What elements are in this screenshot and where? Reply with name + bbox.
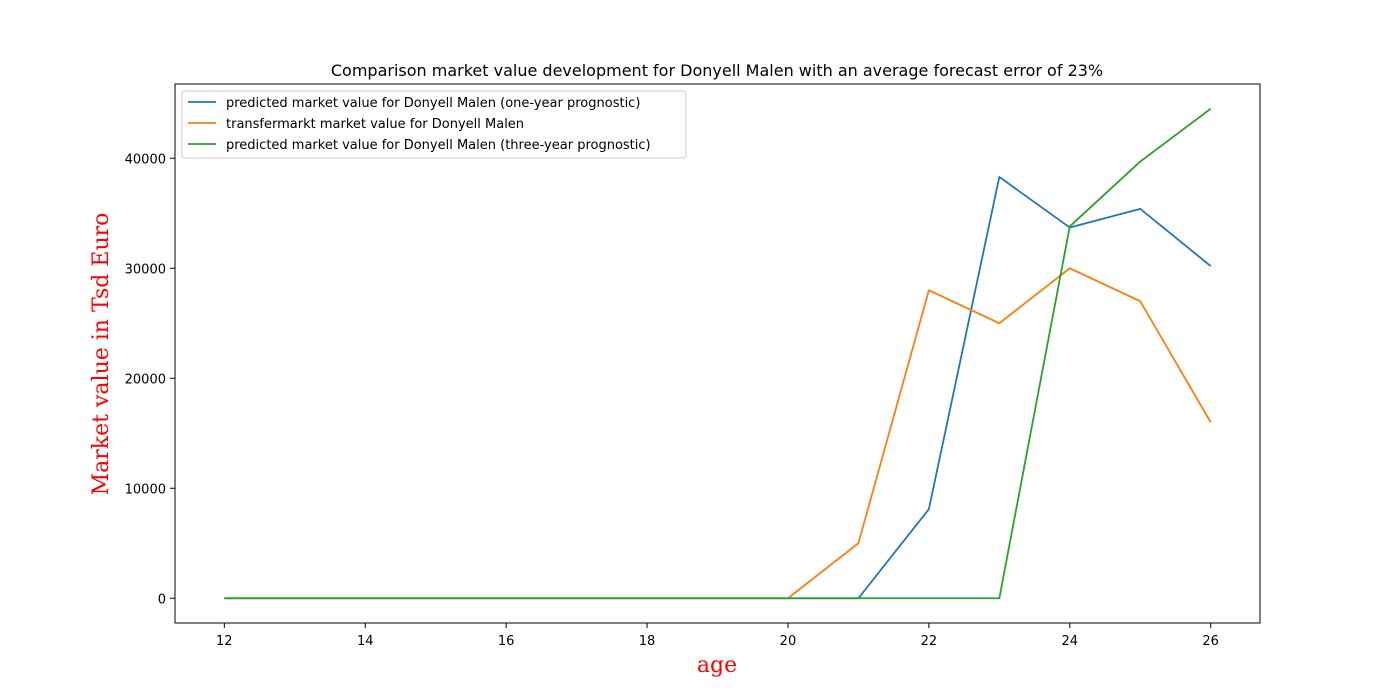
- x-tick-label: 12: [216, 634, 233, 649]
- x-tick-label: 14: [357, 634, 374, 649]
- series-line-1: [224, 176, 1212, 600]
- x-tick-label: 22: [921, 634, 938, 649]
- plot-area: [174, 83, 1261, 624]
- legend-label-1: predicted market value for Donyell Malen…: [226, 96, 640, 111]
- y-axis-ticks: 0 10000 20000 30000 40000: [125, 152, 175, 607]
- legend-label-2: transfermarkt market value for Donyell M…: [226, 117, 524, 132]
- x-tick-label: 26: [1202, 634, 1219, 649]
- y-tick-label: 10000: [125, 482, 166, 497]
- chart-title: Comparison market value development for …: [331, 61, 1103, 80]
- legend-box: [181, 90, 687, 159]
- legend-label-3: predicted market value for Donyell Malen…: [226, 138, 651, 153]
- x-tick-label: 16: [498, 634, 515, 649]
- x-tick-label: 18: [639, 634, 656, 649]
- legend: predicted market value for Donyell Malen…: [181, 90, 687, 159]
- x-axis-ticks: 12 14 16 18 20 22 24 26: [216, 623, 1219, 649]
- series-line-2: [224, 267, 1212, 600]
- x-axis-label: age: [697, 653, 737, 678]
- series-line-3: [224, 108, 1212, 600]
- series-layer: [224, 108, 1212, 600]
- y-tick-label: 20000: [125, 372, 166, 387]
- x-tick-label: 20: [780, 634, 797, 649]
- y-axis-label: Market value in Tsd Euro: [89, 213, 114, 496]
- x-tick-label: 24: [1061, 634, 1078, 649]
- y-tick-label: 40000: [125, 152, 166, 167]
- y-tick-label: 0: [158, 592, 166, 607]
- y-tick-label: 30000: [125, 262, 166, 277]
